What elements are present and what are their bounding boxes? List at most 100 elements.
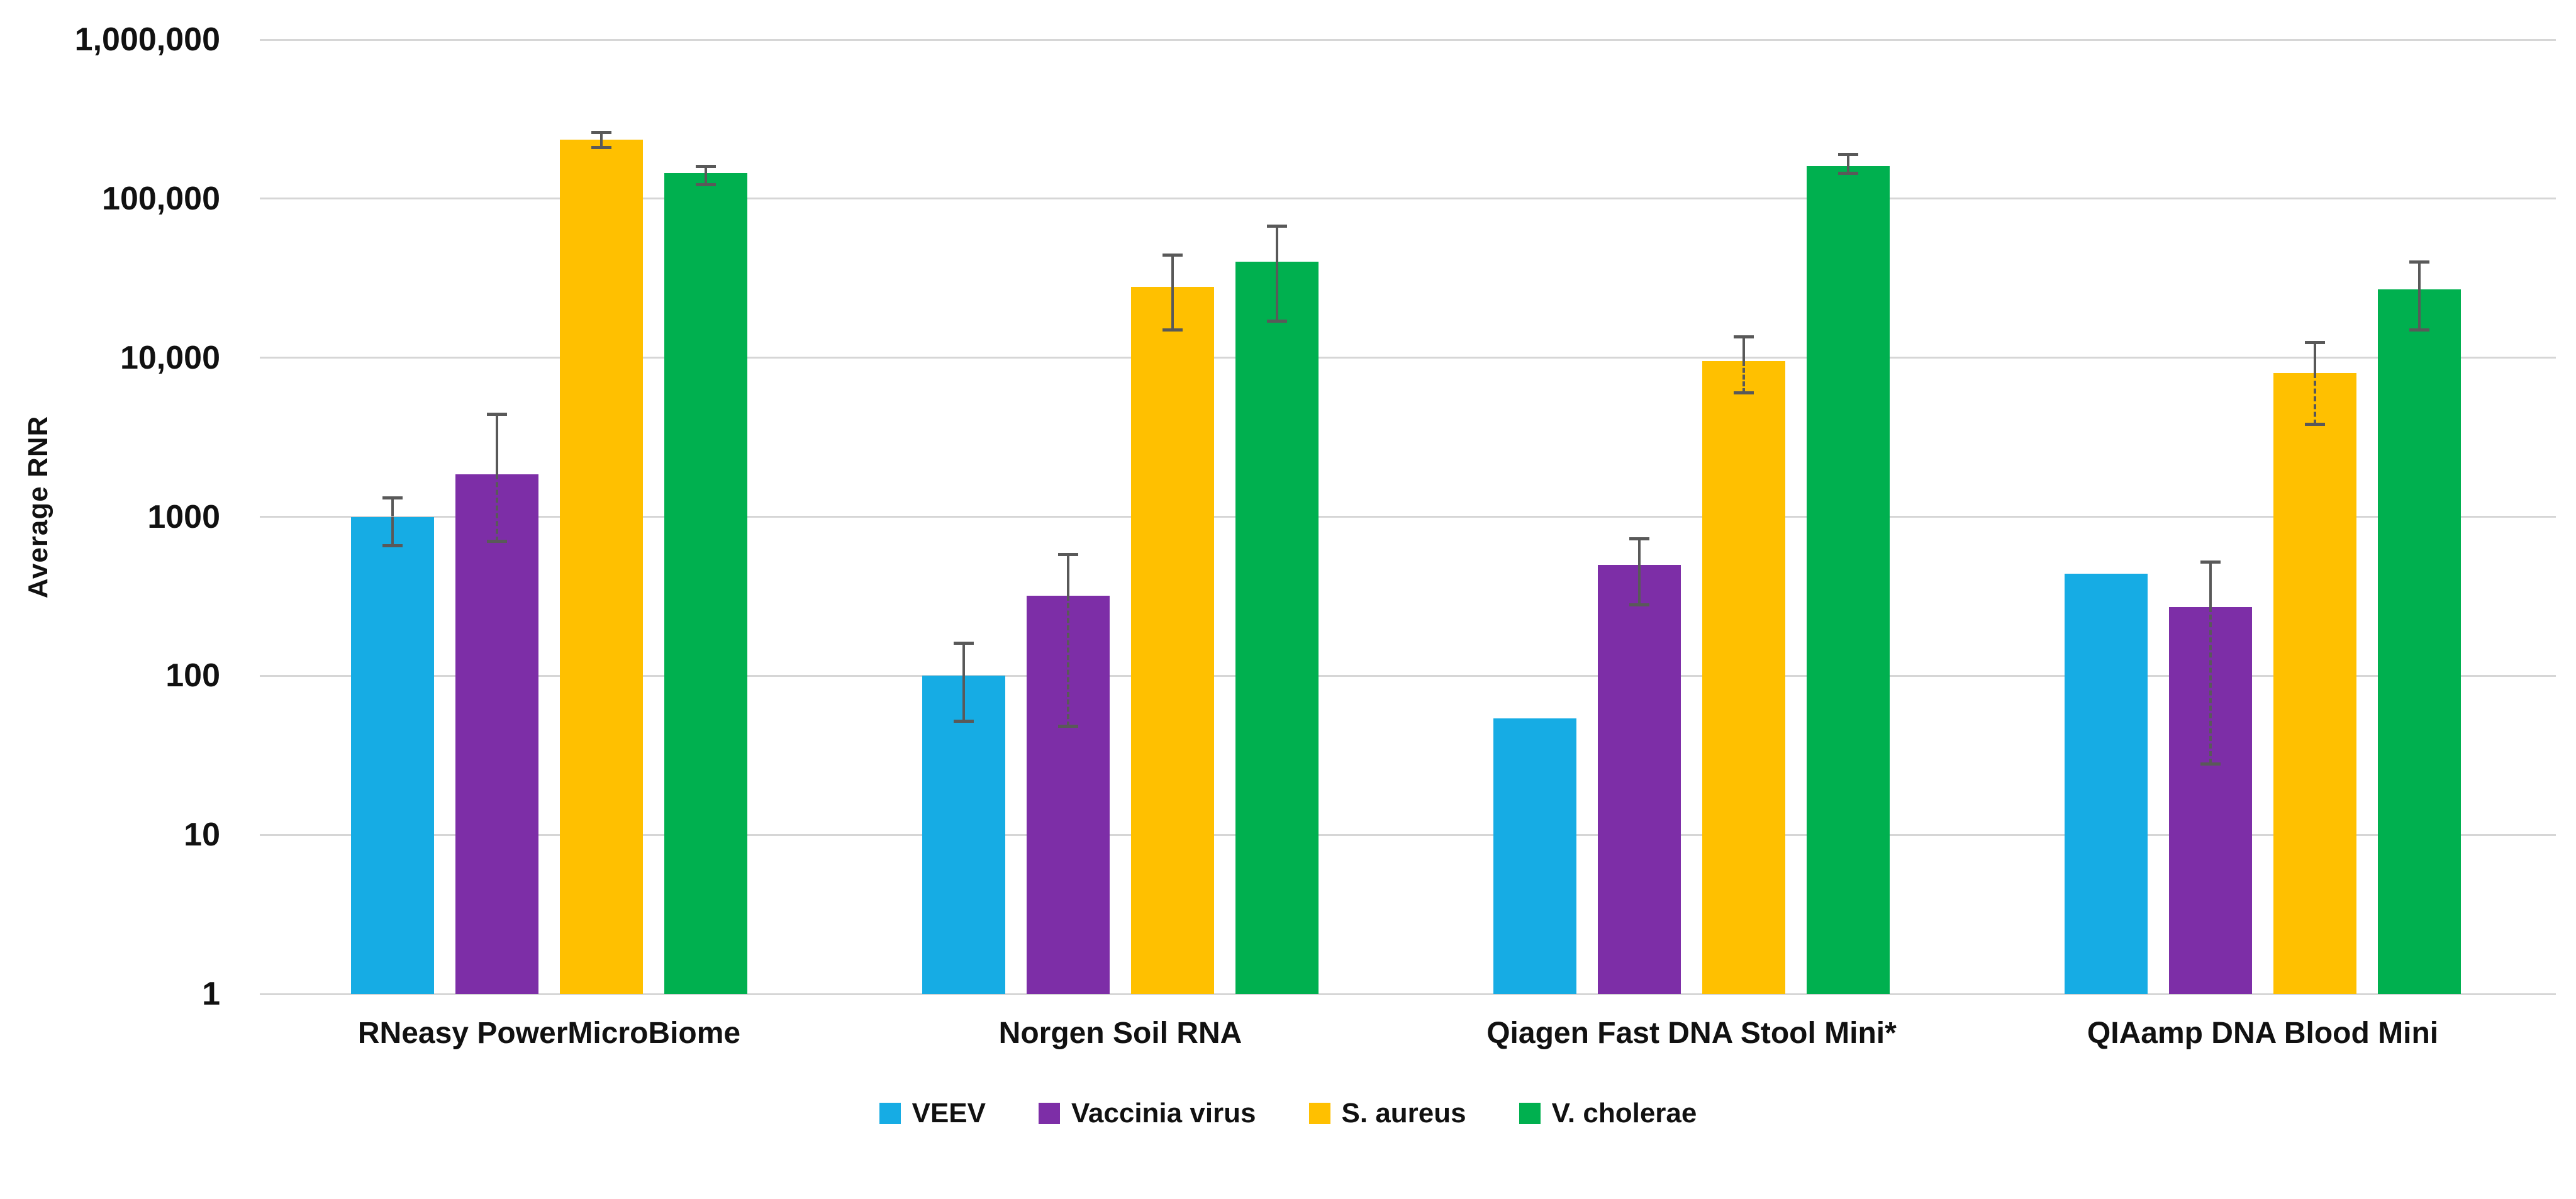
bar-veev (922, 676, 1005, 994)
gridline (260, 198, 2556, 200)
error-bar-whisker (1638, 564, 1641, 605)
y-tick-label: 100,000 (102, 180, 220, 217)
category-label: Qiagen Fast DNA Stool Mini* (1486, 1017, 1897, 1050)
error-bar-cap-bottom (591, 145, 611, 149)
bar-s-aureus (560, 140, 643, 994)
error-bar-whisker (2418, 262, 2421, 289)
legend-swatch (1308, 1103, 1330, 1124)
error-bar-cap-bottom (1629, 603, 1649, 606)
error-bar-cap-bottom (1838, 171, 1858, 175)
error-bar-cap-top (1838, 152, 1858, 156)
error-bar-whisker (496, 414, 498, 474)
error-bar-cap-top (954, 642, 974, 645)
error-bar-whisker (962, 643, 965, 676)
y-tick-label: 1 (202, 976, 220, 1012)
bar-s-aureus (1702, 361, 1785, 994)
error-bar-cap-bottom (487, 540, 507, 544)
bar-vaccinia-virus (1598, 564, 1681, 994)
y-tick-label: 1,000,000 (74, 21, 220, 58)
gridline (260, 357, 2556, 359)
legend-swatch (1519, 1103, 1541, 1124)
y-tick-label: 100 (165, 657, 220, 694)
gridline (260, 516, 2556, 518)
error-bar-cap-top (696, 164, 716, 168)
error-bar-cap-bottom (2200, 762, 2221, 766)
error-bar-cap-bottom (1058, 725, 1078, 728)
error-bar-cap-top (2200, 560, 2221, 564)
legend: VEEV Vaccinia virus S. aureus V. cholerae (0, 1098, 2576, 1129)
bar-veev (2065, 573, 2148, 994)
legend-item-vaccinia-virus: Vaccinia virus (1039, 1098, 1256, 1129)
bar-s-aureus (2273, 373, 2356, 994)
legend-swatch (879, 1103, 901, 1124)
error-bar-cap-bottom (1734, 391, 1754, 395)
legend-item-v-cholerae: V. cholerae (1519, 1098, 1697, 1129)
error-bar-whisker (2314, 373, 2316, 425)
error-bar-whisker (600, 132, 603, 140)
error-bar-whisker (1742, 361, 1745, 393)
legend-item-veev: VEEV (879, 1098, 986, 1129)
error-bar-whisker (705, 166, 707, 174)
legend-swatch (1039, 1103, 1060, 1124)
error-bar-cap-top (382, 496, 403, 499)
error-bar-whisker (496, 474, 498, 542)
gridline (260, 38, 2556, 41)
legend-label: VEEV (912, 1098, 986, 1129)
error-bar-whisker (391, 516, 394, 546)
error-bar-cap-top (2305, 340, 2325, 344)
error-bar-whisker (1067, 554, 1069, 596)
bar-v-cholerae (664, 173, 747, 994)
bar-vaccinia-virus (455, 474, 538, 994)
error-bar-whisker (1067, 595, 1069, 727)
error-bar-whisker (600, 140, 603, 148)
bar-s-aureus (1131, 286, 1214, 994)
error-bar-whisker (2209, 607, 2212, 764)
gridline (260, 993, 2556, 995)
error-bar-whisker (2209, 562, 2212, 608)
bar-veev (351, 516, 434, 994)
error-bar-whisker (1276, 226, 1278, 262)
error-bar-whisker (1847, 166, 1849, 174)
y-tick-label: 1000 (147, 498, 220, 535)
bar-v-cholerae (1235, 262, 1319, 994)
error-bar-whisker (1171, 286, 1174, 330)
error-bar-cap-top (2409, 260, 2429, 264)
error-bar-cap-bottom (696, 182, 716, 186)
error-bar-cap-bottom (1163, 328, 1183, 332)
category-label: Norgen Soil RNA (998, 1017, 1242, 1050)
bar-veev (1493, 718, 1576, 994)
error-bar-whisker (2418, 289, 2421, 330)
error-bar-cap-top (591, 130, 611, 134)
error-bar-cap-bottom (954, 719, 974, 723)
legend-label: S. aureus (1341, 1098, 1466, 1129)
error-bar-whisker (962, 676, 965, 722)
error-bar-cap-top (487, 413, 507, 416)
y-tick-label: 10,000 (120, 339, 220, 376)
bar-v-cholerae (2378, 289, 2461, 994)
error-bar-whisker (391, 498, 394, 517)
y-tick-label: 10 (184, 817, 220, 854)
legend-item-s-aureus: S. aureus (1308, 1098, 1466, 1129)
category-label: QIAamp DNA Blood Mini (2087, 1017, 2439, 1050)
error-bar-whisker (705, 173, 707, 185)
error-bar-cap-top (1058, 552, 1078, 556)
error-bar-cap-top (1163, 254, 1183, 257)
legend-label: Vaccinia virus (1071, 1098, 1256, 1129)
gridline (260, 674, 2556, 677)
error-bar-cap-bottom (382, 544, 403, 547)
error-bar-whisker (2314, 342, 2316, 374)
bar-v-cholerae (1807, 166, 1890, 994)
error-bar-whisker (1847, 154, 1849, 167)
error-bar-whisker (1276, 262, 1278, 321)
gridline (260, 834, 2556, 836)
error-bar-whisker (1742, 337, 1745, 362)
error-bar-whisker (1171, 255, 1174, 287)
error-bar-cap-bottom (1267, 319, 1287, 323)
error-bar-cap-bottom (2409, 328, 2429, 332)
error-bar-cap-top (1734, 335, 1754, 339)
error-bar-whisker (1638, 538, 1641, 565)
error-bar-cap-top (1629, 537, 1649, 540)
legend-label: V. cholerae (1551, 1098, 1697, 1129)
error-bar-cap-bottom (2305, 423, 2325, 427)
